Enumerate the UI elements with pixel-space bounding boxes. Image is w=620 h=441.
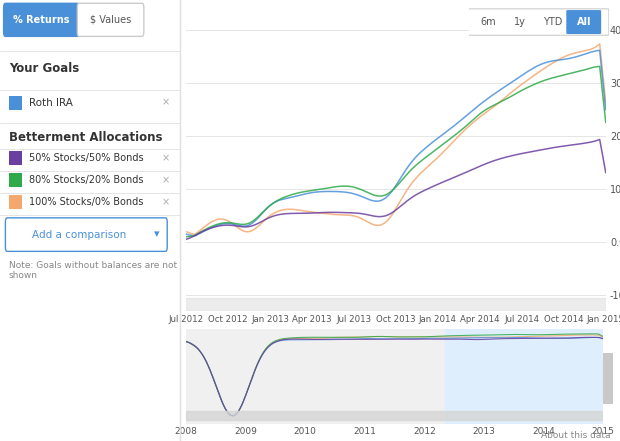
Bar xyxy=(186,411,603,420)
Text: ×: × xyxy=(161,153,169,163)
Text: 80% Stocks/20% Bonds: 80% Stocks/20% Bonds xyxy=(29,175,143,185)
FancyBboxPatch shape xyxy=(9,96,22,110)
Text: Add a comparison: Add a comparison xyxy=(32,230,126,239)
Text: 1y: 1y xyxy=(515,17,526,27)
FancyBboxPatch shape xyxy=(4,3,79,36)
Text: % Returns: % Returns xyxy=(13,15,69,25)
FancyBboxPatch shape xyxy=(9,173,22,187)
Text: About this data: About this data xyxy=(541,431,611,440)
FancyBboxPatch shape xyxy=(9,151,22,165)
Text: 50% Stocks/50% Bonds: 50% Stocks/50% Bonds xyxy=(29,153,143,163)
Text: YTD: YTD xyxy=(542,17,562,27)
Text: ▾: ▾ xyxy=(154,230,159,239)
Text: ×: × xyxy=(161,197,169,207)
FancyBboxPatch shape xyxy=(468,9,609,35)
Text: ×: × xyxy=(161,175,169,185)
Text: 100% Stocks/0% Bonds: 100% Stocks/0% Bonds xyxy=(29,197,143,207)
FancyBboxPatch shape xyxy=(6,218,167,251)
Text: Note: Goals without balances are not
shown: Note: Goals without balances are not sho… xyxy=(9,261,177,280)
Bar xyxy=(445,329,603,424)
Text: ×: × xyxy=(161,98,169,108)
Text: All: All xyxy=(577,17,591,27)
Text: $ Values: $ Values xyxy=(90,15,131,25)
Text: Your Goals: Your Goals xyxy=(9,62,79,75)
Text: Betterment Allocations: Betterment Allocations xyxy=(9,131,162,144)
FancyBboxPatch shape xyxy=(566,10,601,34)
Bar xyxy=(186,298,606,311)
FancyBboxPatch shape xyxy=(78,3,144,36)
Text: Roth IRA: Roth IRA xyxy=(29,98,73,108)
Text: 6m: 6m xyxy=(480,17,496,27)
FancyBboxPatch shape xyxy=(9,195,22,209)
